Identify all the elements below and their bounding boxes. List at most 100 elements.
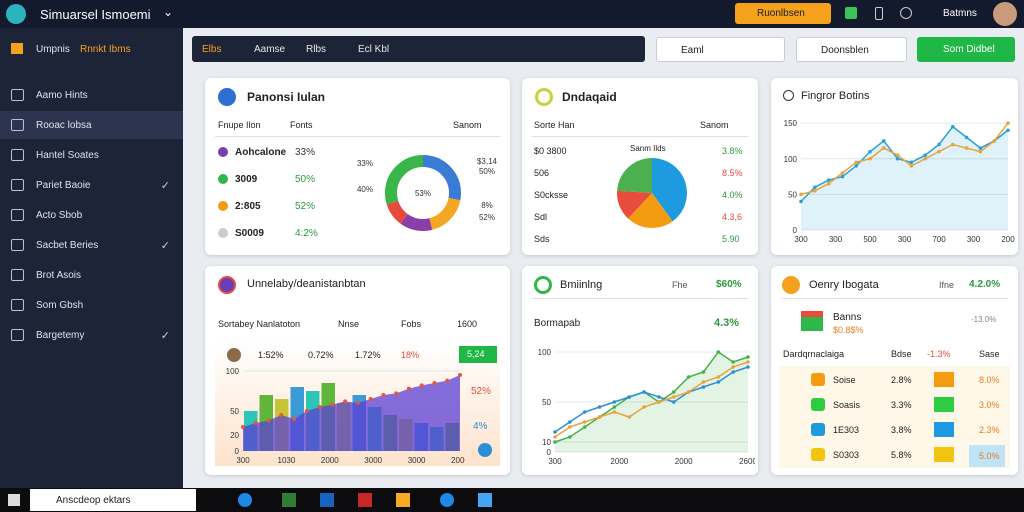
point <box>799 192 803 197</box>
donut-center: 53% <box>415 189 431 198</box>
x-tick-label: 700 <box>932 235 946 244</box>
app-icon[interactable] <box>282 493 296 507</box>
icon[interactable] <box>875 7 883 20</box>
divider <box>532 136 748 137</box>
x-tick-label: 300 <box>829 235 843 244</box>
point <box>253 421 258 425</box>
sidebar: Umpnis Rnnkt Ibms Aamo Hints Rooac lobsa H… <box>0 28 183 488</box>
x-tick-label: 300 <box>794 235 808 244</box>
point <box>716 350 721 354</box>
area <box>801 126 1008 230</box>
dropdown[interactable]: Eaml <box>656 37 785 62</box>
sidebar-item[interactable]: Bargetemy ✓ <box>0 321 183 349</box>
card-title: Unnelaby/deanistanbtan <box>247 278 366 290</box>
point <box>992 139 996 143</box>
sidebar-item[interactable]: Som Gbsh <box>0 291 183 319</box>
point <box>381 393 386 397</box>
pie-slice <box>628 193 673 228</box>
legend-dot <box>218 228 228 238</box>
sub-delta: -13.0% <box>971 315 997 324</box>
app-icon[interactable] <box>320 493 334 507</box>
point <box>304 409 309 413</box>
sidebar-item[interactable]: Brot Asois <box>0 261 183 289</box>
point <box>657 395 661 399</box>
divider <box>532 298 748 299</box>
sidebar-item[interactable]: Rooac lobsa <box>0 111 183 139</box>
pie-label: Sanm Ilds <box>630 144 666 153</box>
row-label: Sds <box>534 234 550 244</box>
donut-label: 8% <box>481 201 493 210</box>
row-label: Soasis <box>833 400 861 410</box>
x-tick-label: 2600 <box>739 457 755 466</box>
chart: 010 50 100 300 2000 2000 2600 <box>538 348 755 466</box>
sub-value: 4.3% <box>714 317 740 329</box>
point <box>355 401 360 405</box>
sidebar-item[interactable]: Sacbet Beries ✓ <box>0 231 183 259</box>
row-label: S0009 <box>235 228 264 239</box>
row-swatch <box>934 422 954 437</box>
app-icon[interactable] <box>440 493 454 507</box>
dropdown[interactable]: Doonsblen <box>796 37 907 62</box>
row-label: 506 <box>534 168 550 178</box>
start-button[interactable] <box>8 494 20 506</box>
row-value: 4.0% <box>722 190 743 200</box>
point <box>582 420 587 424</box>
subtitle: Banns <box>833 312 862 323</box>
icon[interactable] <box>845 7 857 19</box>
point <box>746 360 750 364</box>
point <box>895 156 900 161</box>
column-head: Sase <box>979 349 1000 359</box>
x-tick-label: 3000 <box>364 456 382 465</box>
app-icon[interactable] <box>358 493 372 507</box>
tab[interactable]: Ecl Kbl <box>358 44 390 55</box>
card-title: Dndaqaid <box>562 90 617 104</box>
y-tick-label: 100 <box>784 155 798 164</box>
point <box>686 375 691 379</box>
row-value: 3.0% <box>979 400 1000 410</box>
point <box>701 370 706 374</box>
row-icon <box>811 373 825 386</box>
info-icon <box>478 443 492 457</box>
point <box>612 405 617 409</box>
point <box>701 380 706 384</box>
tab[interactable]: Aamse <box>254 44 286 55</box>
donut-label: 52% <box>479 213 495 222</box>
app-icon[interactable] <box>238 493 252 507</box>
point <box>978 149 983 154</box>
point <box>553 435 557 439</box>
line <box>554 350 749 443</box>
avatar[interactable] <box>993 2 1017 26</box>
row-label: 3009 <box>235 174 258 185</box>
icon <box>11 89 24 101</box>
point <box>1006 121 1010 125</box>
point <box>642 390 646 394</box>
point <box>657 400 661 404</box>
top-button[interactable]: Ruonlbsen <box>735 3 831 24</box>
y-tick-label: 50 <box>230 407 239 416</box>
point <box>731 360 735 364</box>
icon <box>11 179 24 191</box>
column-head: Sanom <box>700 120 729 130</box>
sidebar-item[interactable]: Pariet Baoie ✓ <box>0 171 183 199</box>
action-button[interactable]: Som Didbel <box>917 37 1015 62</box>
sidebar-item[interactable]: Aamo Hints <box>0 81 183 109</box>
donut-label: 40% <box>357 185 373 194</box>
pie-slice <box>617 158 652 193</box>
user-name[interactable]: Batmns <box>943 8 977 19</box>
tab[interactable]: Elbs <box>202 44 222 55</box>
app-icon[interactable] <box>478 493 492 507</box>
app-icon[interactable] <box>396 493 410 507</box>
icon[interactable] <box>900 7 912 19</box>
column-head: Fonts <box>290 120 313 130</box>
point <box>937 142 941 147</box>
tab[interactable]: Rlbs <box>306 44 327 55</box>
point <box>701 385 706 389</box>
search-box[interactable]: Anscdeop ektars <box>30 489 196 511</box>
sidebar-item[interactable]: Acto Sbob <box>0 201 183 229</box>
sidebar-sub: Rnnkt Ibms <box>80 44 131 55</box>
sidebar-item[interactable]: Hantel Soates <box>0 141 183 169</box>
x-tick-label: 2000 <box>451 456 465 465</box>
stat: 1:52% <box>258 350 284 360</box>
value: 4.2.0% <box>969 279 1001 290</box>
column-head: 1600 <box>457 319 478 329</box>
